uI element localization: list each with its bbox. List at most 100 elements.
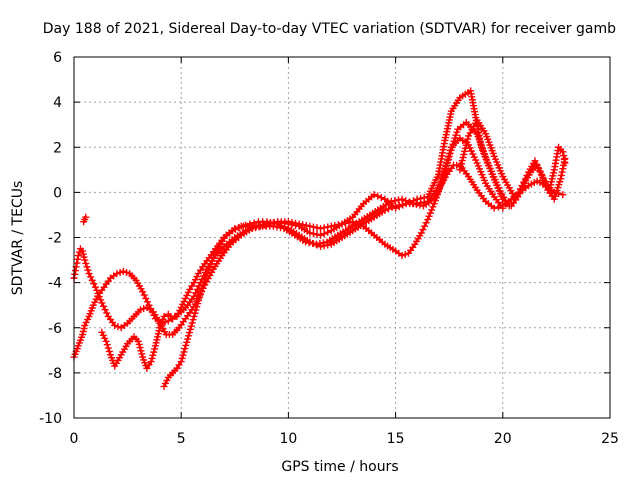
data-point-marker (184, 335, 192, 343)
data-point-marker (207, 260, 215, 268)
data-point-marker (214, 244, 222, 252)
data-point-marker (309, 240, 317, 248)
data-point-marker (460, 150, 468, 158)
data-point-marker (558, 168, 566, 176)
data-point-marker (180, 348, 188, 356)
data-point-marker (398, 195, 406, 203)
series-pass-2 (70, 118, 511, 339)
data-point-marker (490, 204, 498, 212)
data-point-marker (142, 294, 150, 302)
data-point-marker (84, 266, 92, 274)
data-point-marker (370, 191, 378, 199)
data-point-marker (295, 220, 303, 228)
data-point-marker (137, 347, 145, 355)
data-point-marker (444, 156, 452, 164)
data-point-marker (94, 289, 102, 297)
data-point-marker (417, 199, 425, 207)
data-point-marker (514, 193, 522, 201)
data-point-marker (206, 263, 214, 271)
data-point-marker (104, 344, 112, 352)
data-point-marker (331, 221, 339, 229)
data-point-marker (313, 230, 321, 238)
data-point-marker (413, 200, 421, 208)
data-point-marker (98, 299, 106, 307)
data-point-marker (559, 165, 567, 173)
data-point-marker (327, 222, 335, 230)
data-point-marker (426, 209, 434, 217)
data-point-marker (151, 345, 159, 353)
data-point-marker (257, 222, 265, 230)
data-point-marker (342, 219, 350, 227)
data-point-marker (531, 157, 539, 165)
data-point-marker (461, 147, 469, 155)
data-point-marker (442, 163, 450, 171)
data-point-marker (136, 306, 144, 314)
data-point-marker (536, 168, 544, 176)
data-point-marker (387, 197, 395, 205)
x-axis-title: GPS time / hours (281, 459, 398, 475)
data-point-marker (313, 241, 321, 249)
data-point-marker (139, 288, 147, 296)
data-point-marker (195, 296, 203, 304)
data-point-marker (140, 291, 148, 299)
data-point-marker (188, 319, 196, 327)
data-point-marker (461, 144, 469, 152)
data-point-marker (399, 200, 407, 208)
data-point-marker (261, 221, 269, 229)
chart-title: Day 188 of 2021, Sidereal Day-to-day VTE… (43, 21, 616, 37)
x-tick-label: 10 (279, 431, 297, 447)
data-point-marker (71, 270, 79, 278)
data-point-marker (458, 157, 466, 165)
data-point-marker (445, 153, 453, 161)
data-point-marker (417, 229, 425, 237)
data-point-marker (190, 312, 198, 320)
data-point-marker (187, 322, 195, 330)
data-point-marker (113, 270, 121, 278)
data-point-marker (429, 203, 437, 211)
data-point-marker (306, 222, 314, 230)
data-point-marker (538, 171, 546, 179)
data-point-marker (208, 257, 216, 265)
data-point-marker (324, 223, 332, 231)
data-point-marker (560, 152, 568, 160)
data-point-marker (320, 224, 328, 232)
data-point-marker (515, 190, 523, 198)
data-point-marker (186, 325, 194, 333)
data-point-marker (81, 256, 89, 264)
data-point-marker (557, 175, 565, 183)
y-tick-label: -10 (39, 411, 62, 427)
data-point-marker (148, 354, 156, 362)
data-point-marker (97, 296, 105, 304)
data-point-marker (138, 350, 146, 358)
data-point-marker (292, 219, 300, 227)
data-point-marker (134, 337, 142, 345)
data-point-marker (284, 218, 292, 226)
data-point-marker (306, 238, 314, 246)
data-point-marker (420, 198, 428, 206)
data-point-marker (74, 255, 82, 263)
data-point-marker (211, 250, 219, 258)
data-point-marker (149, 351, 157, 359)
data-point-marker (150, 348, 158, 356)
y-tick-label: -4 (48, 276, 62, 292)
data-point-marker (324, 241, 332, 249)
data-point-marker (209, 254, 217, 262)
data-point-marker (93, 286, 101, 294)
data-point-marker (377, 194, 385, 202)
y-tick-label: -6 (48, 321, 62, 337)
data-point-marker (519, 183, 527, 191)
data-point-marker (231, 224, 239, 232)
data-point-marker (388, 203, 396, 211)
axis-ticks: 0 5 10 15 20 25 -10 -8 -6 -4 -2 0 2 4 6 (39, 50, 619, 447)
y-tick-label: 0 (53, 185, 62, 201)
data-point-marker (182, 341, 190, 349)
data-point-marker (356, 221, 364, 229)
data-point-marker (384, 205, 392, 213)
data-point-marker (101, 306, 109, 314)
x-tick-label: 20 (494, 431, 512, 447)
x-tick-label: 25 (601, 431, 619, 447)
data-point-marker (116, 268, 124, 276)
data-point-marker (192, 306, 200, 314)
data-point-marker (428, 206, 436, 214)
data-point-marker (306, 229, 314, 237)
